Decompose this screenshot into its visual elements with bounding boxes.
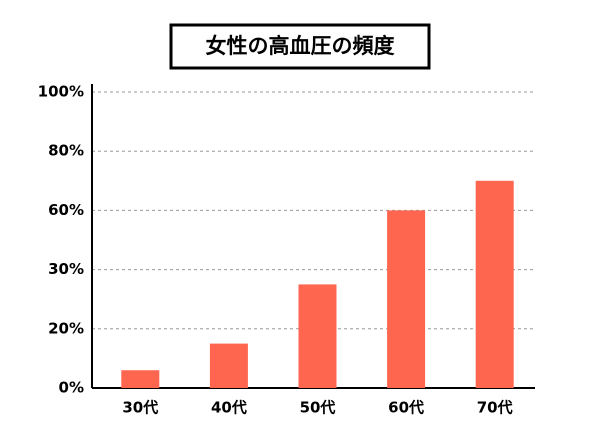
x-tick-label: 70代 (477, 399, 513, 417)
bar (298, 284, 337, 388)
y-tick-label: 30% (48, 260, 84, 278)
bar (121, 370, 160, 388)
x-tick-label: 60代 (388, 399, 424, 417)
y-tick-label: 80% (48, 142, 84, 160)
bar (387, 210, 426, 388)
y-tick-label: 20% (48, 319, 84, 337)
y-tick-label: 100% (38, 83, 84, 101)
x-tick-label: 50代 (300, 399, 336, 417)
y-tick-label: 0% (59, 379, 84, 397)
bar (475, 180, 514, 388)
chart-title: 女性の高血圧の頻度 (206, 34, 395, 58)
x-tick-label: 30代 (122, 399, 158, 417)
x-tick-label: 40代 (211, 399, 247, 417)
y-tick-label: 60% (48, 201, 84, 219)
bar (209, 343, 248, 388)
title-box (169, 23, 431, 70)
